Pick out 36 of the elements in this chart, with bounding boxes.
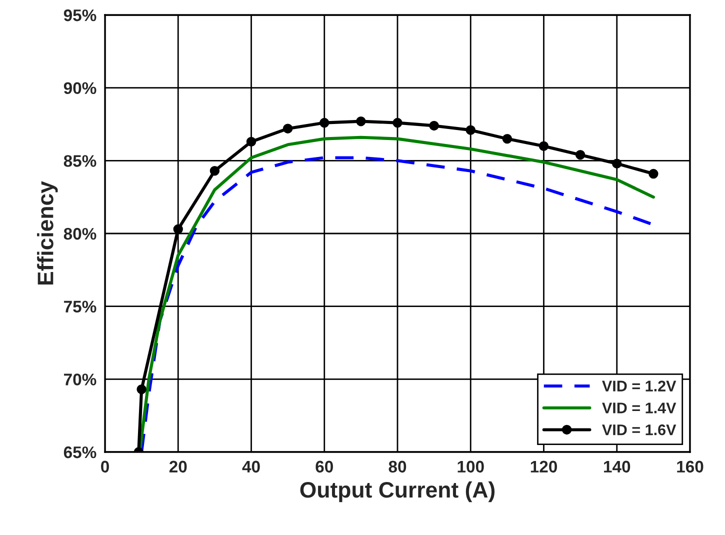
x-tick-label: 100 [458,460,484,473]
y-tick-label: 75% [64,300,96,313]
x-tick-label: 40 [242,460,260,473]
point [136,384,146,394]
point [648,168,658,179]
x-tick-label: 140 [604,460,630,473]
y-tick-label: 85% [64,155,96,167]
point [392,118,402,128]
y-tick-label: 65% [64,446,96,458]
legend-label: VID = 1.6V [602,424,676,436]
x-tick-label: 80 [388,460,406,473]
x-axis-title: Output Current (A) [300,481,495,502]
x-tick-label: 60 [316,460,333,473]
y-tick-label: 80% [64,228,96,240]
point [538,141,549,151]
point [429,120,439,131]
y-tick-label: 70% [64,374,96,386]
point [356,116,366,126]
point [173,224,183,234]
point [282,124,293,134]
x-tick-label: 120 [530,460,557,473]
point [575,150,586,160]
y-axis-title: Efficiency [37,181,58,284]
point [246,136,256,147]
point [466,125,476,135]
x-tick-label: 0 [101,460,109,473]
x-tick-label: 20 [169,460,187,473]
point [210,166,220,176]
point [612,158,622,168]
point [320,118,330,128]
legend-label: VID = 1.4V [602,402,676,414]
legend-label: VID = 1.2V [602,380,676,392]
y-tick-label: 90% [64,82,96,94]
y-tick-label: 95% [64,9,96,22]
point [502,134,512,144]
x-tick-label: 160 [677,460,704,473]
